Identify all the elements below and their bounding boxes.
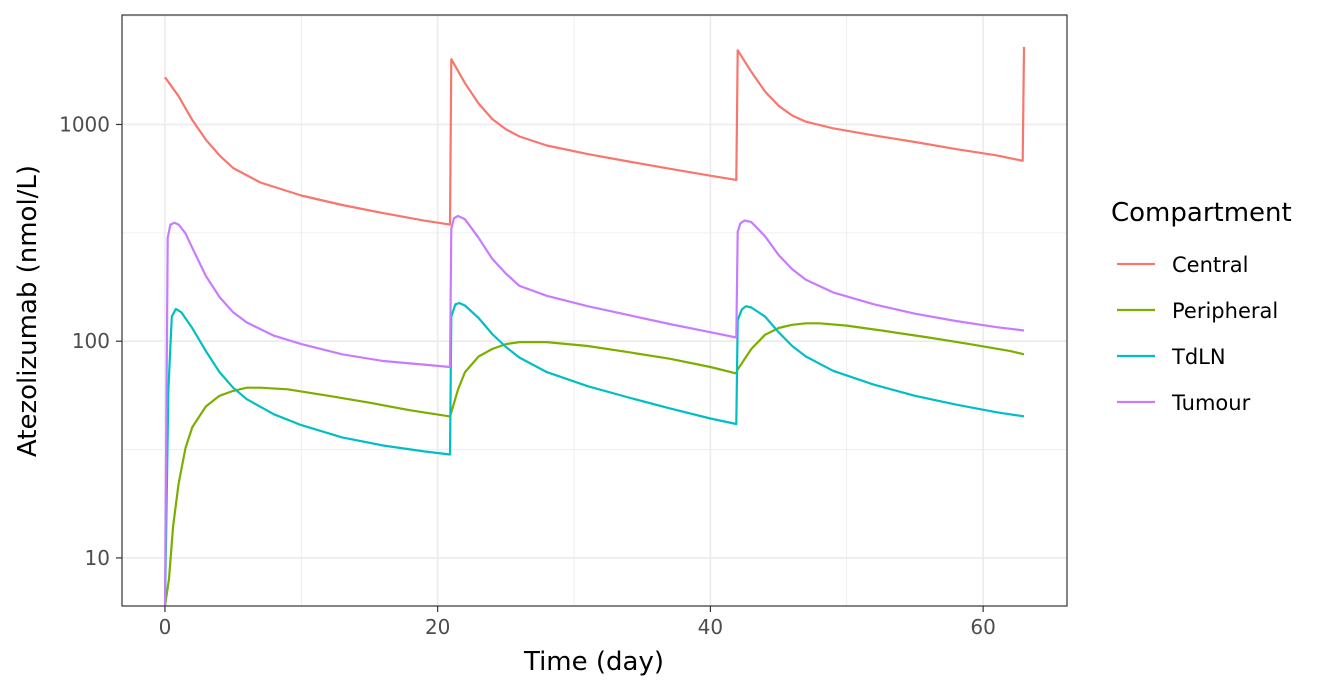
y-axis: 10 100 1000 <box>59 112 122 570</box>
legend: Compartment Central Peripheral TdLN Tumour <box>1111 198 1292 415</box>
series-line-tdln <box>163 301 1025 607</box>
x-tick-label: 20 <box>425 615 450 639</box>
series-layer <box>163 46 1026 607</box>
grid <box>122 15 1067 606</box>
x-tick-label: 0 <box>159 615 172 639</box>
y-tick-label: 100 <box>72 329 110 353</box>
legend-items: Central Peripheral TdLN Tumour <box>1117 253 1278 415</box>
x-axis-title: Time (day) <box>523 647 664 677</box>
series-line-central <box>164 46 1026 226</box>
x-tick-label: 60 <box>970 615 995 639</box>
legend-label-tumour: Tumour <box>1171 391 1251 415</box>
series-line-tumour <box>163 214 1025 607</box>
x-axis: 0 20 40 60 <box>159 606 996 639</box>
legend-label-peripheral: Peripheral <box>1172 299 1278 323</box>
legend-label-central: Central <box>1172 253 1248 277</box>
plot-background <box>122 15 1067 606</box>
y-tick-label: 10 <box>85 546 110 570</box>
x-tick-label: 40 <box>698 615 723 639</box>
series-line-peripheral <box>163 322 1025 607</box>
legend-title: Compartment <box>1111 198 1292 228</box>
plot-border <box>121 14 1068 607</box>
legend-label-tdln: TdLN <box>1171 345 1226 369</box>
y-tick-label: 1000 <box>59 112 110 136</box>
y-axis-title: Atezolizumab (nmol/L) <box>13 165 43 457</box>
